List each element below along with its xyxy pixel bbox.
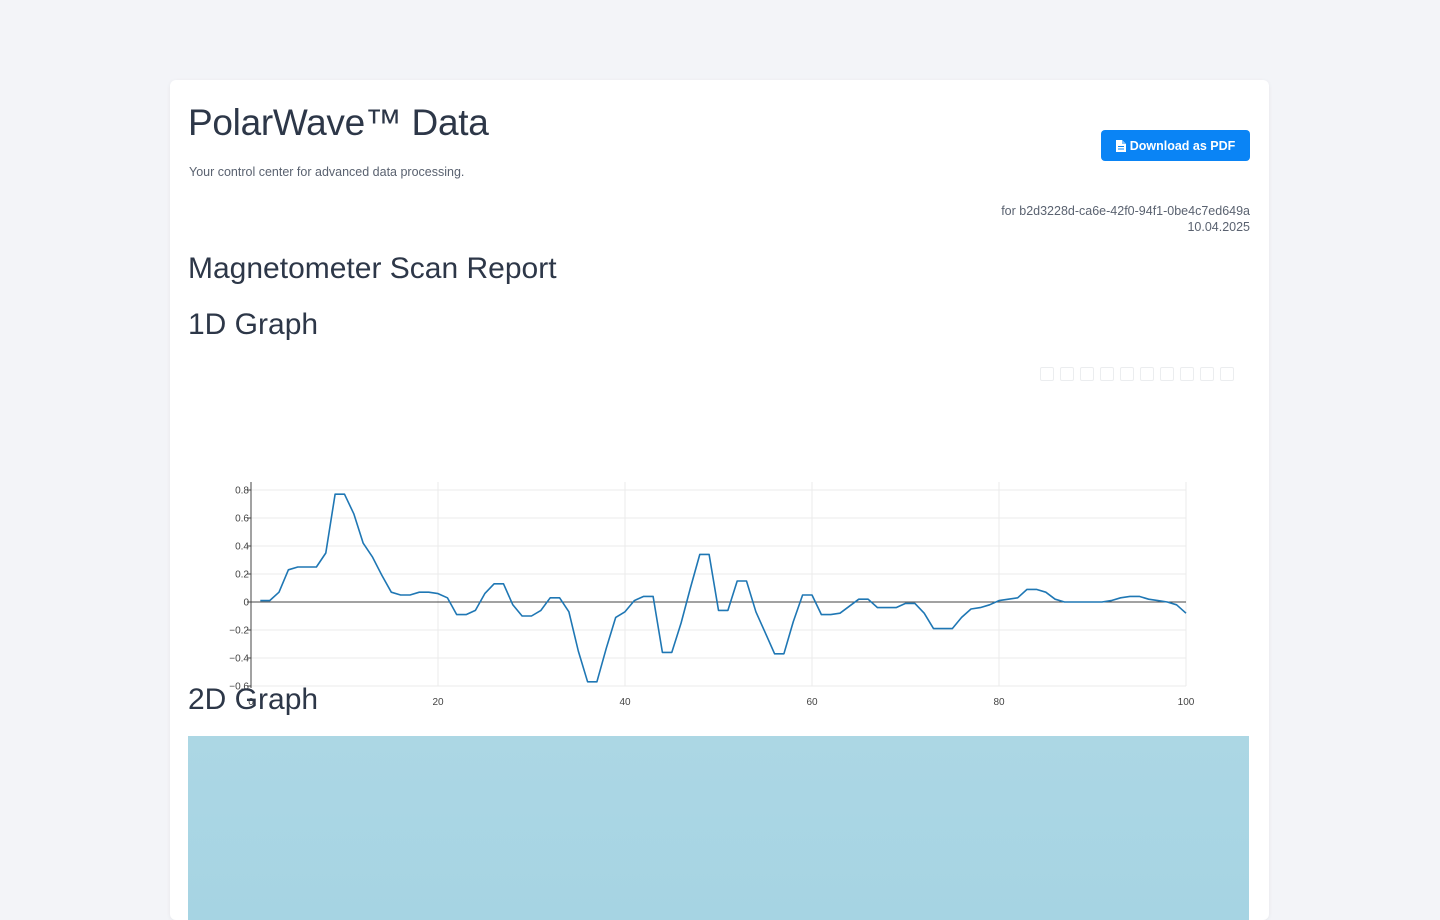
y-tick-label: 0 <box>243 598 249 609</box>
y-tick-label: 0.2 <box>235 570 249 581</box>
pan-icon[interactable] <box>1080 367 1094 381</box>
reset-axes-icon[interactable] <box>1200 367 1214 381</box>
report-meta: for b2d3228d-ca6e-42f0-94f1-0be4c7ed649a… <box>1001 203 1250 235</box>
download-pdf-label: Download as PDF <box>1129 138 1236 153</box>
plotly-logo-icon[interactable] <box>1220 367 1234 381</box>
x-tick-label: 100 <box>1178 697 1195 708</box>
x-tick-label: 20 <box>432 697 444 708</box>
x-tick-label: 40 <box>619 697 631 708</box>
autoscale-icon[interactable] <box>1180 367 1194 381</box>
chart-modebar[interactable] <box>1040 367 1234 383</box>
graph-1d-title: 1D Graph <box>188 308 319 341</box>
y-tick-label: 0.6 <box>235 514 249 525</box>
page-title: PolarWave™ Data <box>188 102 489 143</box>
file-icon <box>1115 139 1126 152</box>
x-tick-label: 0 <box>248 697 254 708</box>
y-tick-label: 0.4 <box>235 542 249 553</box>
page-subtitle: Your control center for advanced data pr… <box>189 165 465 179</box>
camera-icon[interactable] <box>1040 367 1054 381</box>
box-select-icon[interactable] <box>1100 367 1114 381</box>
x-tick-label: 60 <box>806 697 818 708</box>
y-tick-label: −0.6 <box>229 682 249 693</box>
x-tick-label: 80 <box>993 697 1005 708</box>
report-card: PolarWave™ Data Your control center for … <box>170 80 1269 920</box>
y-tick-label: −0.4 <box>229 654 249 665</box>
y-tick-label: −0.2 <box>229 626 249 637</box>
report-title: Magnetometer Scan Report <box>188 252 557 285</box>
y-tick-label: 0.8 <box>235 486 249 497</box>
graph-2d-title: 2D Graph <box>188 683 319 716</box>
zoom-in-icon[interactable] <box>1140 367 1154 381</box>
report-id: for b2d3228d-ca6e-42f0-94f1-0be4c7ed649a <box>1001 204 1250 218</box>
series-line <box>260 493 1187 683</box>
heatmap-2d[interactable] <box>188 736 1249 920</box>
lasso-icon[interactable] <box>1120 367 1134 381</box>
report-date: 10.04.2025 <box>1187 220 1250 234</box>
zoom-icon[interactable] <box>1060 367 1074 381</box>
download-pdf-button[interactable]: Download as PDF <box>1101 130 1250 161</box>
zoom-out-icon[interactable] <box>1160 367 1174 381</box>
line-chart-1d[interactable]: 0 20 40 60 80 100 0.8 0.6 0.4 0.2 0 −0.2 −0.4 −0.6 <box>188 385 1249 725</box>
